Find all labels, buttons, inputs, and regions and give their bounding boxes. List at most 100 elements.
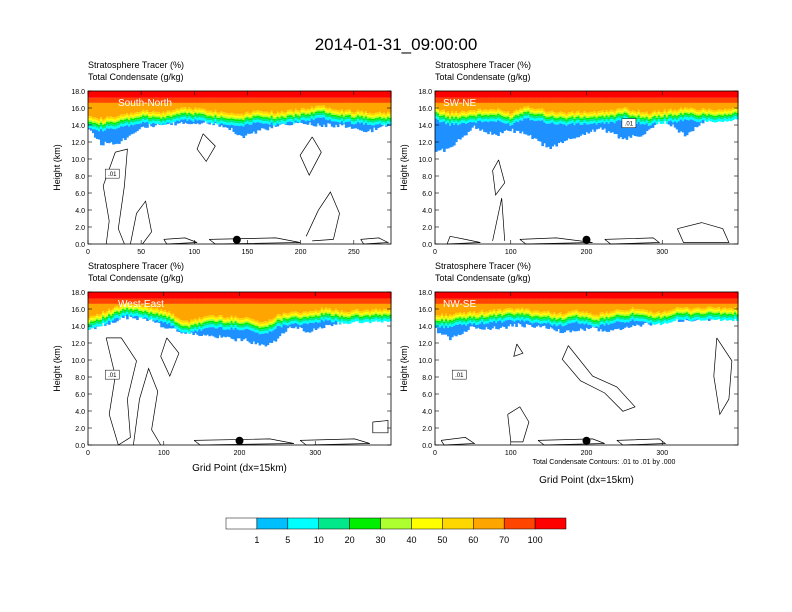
tracer-cell [220,315,224,318]
tracer-cell [499,315,502,318]
tracer-cell [106,320,109,324]
tracer-cell [565,119,569,122]
tracer-cell [368,119,372,123]
tracer-cell [641,115,645,118]
tracer-cell [228,303,232,318]
tracer-cell [126,97,129,103]
tracer-cell [268,124,272,127]
tracer-cell [473,320,476,324]
tracer-cell [360,97,364,103]
tracer-cell [384,313,388,315]
tracer-cell [553,91,556,98]
tracer-cell [236,319,240,322]
tracer-cell [160,316,163,319]
tracer-cell [336,303,340,311]
tracer-cell [362,116,366,119]
tracer-cell [483,102,486,110]
tracer-cell [557,97,561,103]
tracer-cell [459,314,462,316]
tracer-cell [266,323,270,326]
tracer-cell [439,117,442,120]
tracer-cell [326,110,330,113]
tracer-cell [122,116,125,119]
tracer-cell [286,325,290,329]
tracer-cell [493,116,496,119]
tracer-cell [360,112,364,115]
tracer-cell [507,123,510,131]
tracer-cell [158,315,161,318]
tracer-cell [693,116,697,119]
tracer-cell [200,108,203,111]
tracer-cell [168,116,171,118]
tracer-cell [551,114,554,117]
tracer-cell [88,91,91,98]
tracer-cell [336,292,340,299]
tracer-cell [338,292,342,299]
tracer-cell [445,116,448,118]
tracer-cell [719,91,723,98]
tracer-cell [304,118,308,122]
tracer-cell [384,117,388,120]
tracer-cell [190,114,193,116]
tracer-cell [242,91,246,98]
tracer-cell [447,111,450,114]
tracer-cell [116,317,119,322]
tracer-cell [721,91,725,98]
tracer-cell [457,298,460,304]
tracer-cell [729,97,733,103]
tracer-cell [366,116,370,119]
tracer-cell [132,312,135,315]
tracer-cell [104,298,107,304]
tracer-cell [110,314,113,316]
tracer-cell [270,298,274,304]
tracer-cell [459,121,462,125]
tracer-cell [308,292,312,299]
tracer-cell [140,120,143,124]
tracer-cell [561,116,565,118]
tracer-cell [374,312,378,315]
panel-header-tracer: Stratosphere Tracer (%) [88,60,184,70]
tracer-cell [685,107,689,110]
tracer-cell [236,321,240,324]
tracer-cell [671,97,675,103]
tracer-cell [364,292,368,299]
tracer-cell [180,327,183,330]
tracer-cell [314,309,318,313]
tracer-cell [300,120,304,123]
tracer-cell [246,118,250,122]
condensate-contour-line [299,438,370,446]
tracer-cell [270,331,274,343]
tracer-cell [224,329,228,338]
tracer-cell [687,112,691,115]
tracer-cell [294,115,298,119]
tracer-cell [619,115,623,119]
tracer-cell [368,315,372,317]
tracer-cell [330,116,334,119]
tracer-cell [350,119,354,122]
tracer-cell [276,102,280,112]
tracer-cell [715,115,719,118]
tracer-cell [449,119,452,122]
tracer-cell [286,315,290,318]
tracer-cell [663,113,667,115]
tracer-cell [465,121,468,124]
tracer-cell [727,112,731,115]
tracer-cell [370,125,374,133]
tracer-cell [338,114,342,117]
tracer-cell [250,112,254,115]
tracer-cell [194,323,197,326]
tracer-cell [316,91,320,98]
tracer-cell [176,114,179,116]
tracer-cell [503,113,506,116]
tracer-cell [314,303,318,310]
tracer-cell [491,310,494,313]
tracer-cell [479,313,482,316]
tracer-cell [96,319,99,322]
tracer-cell [238,119,242,122]
tracer-cell [449,97,452,103]
tracer-cell [222,298,226,304]
tracer-cell [98,124,101,127]
tracer-cell [378,318,382,322]
tracer-cell [214,318,218,321]
tracer-cell [595,102,599,113]
